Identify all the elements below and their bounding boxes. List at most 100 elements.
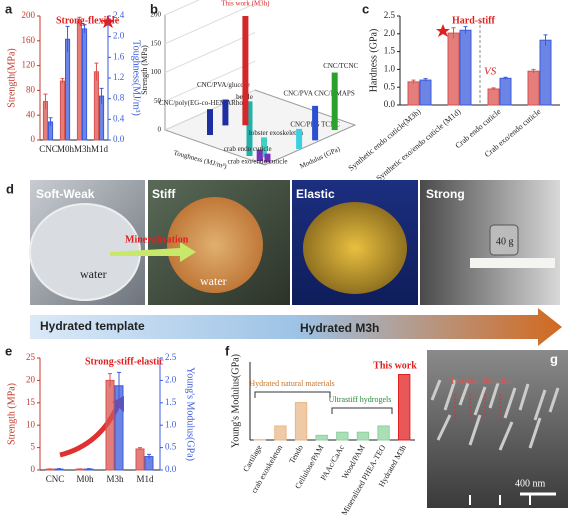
- error-bar: [543, 34, 548, 46]
- error-bar: [463, 26, 468, 34]
- annotation: Hydrated natural materials: [249, 379, 334, 388]
- bar: [105, 379, 115, 471]
- bar: [539, 39, 552, 106]
- z-tick-label: 100: [151, 68, 162, 76]
- z-tick-label: 50: [154, 97, 162, 105]
- error-bar: [138, 447, 142, 451]
- panel-g: g Tension direction 400 nm: [427, 350, 568, 508]
- bar: [407, 81, 420, 106]
- y-tick-label: 160: [22, 35, 36, 45]
- bar: [261, 137, 267, 158]
- y-tick-label: 0: [31, 464, 36, 474]
- panel-label: g: [550, 351, 558, 366]
- point-label: CNC/TCNC: [323, 62, 358, 70]
- note: water: [80, 267, 107, 281]
- note: 40 g: [496, 236, 514, 247]
- annotation: Hard-stiff: [452, 15, 495, 26]
- bar: [315, 434, 328, 441]
- sem-image: [427, 350, 568, 508]
- bar: [296, 128, 303, 150]
- grid-line: [164, 3, 256, 45]
- annotation: This work: [373, 360, 417, 371]
- z-tick-label: 150: [151, 39, 162, 47]
- y-tick-label: 2.5: [384, 10, 396, 20]
- bar: [356, 431, 370, 441]
- stage-label: Hydrated template: [40, 319, 145, 333]
- error-bar: [531, 68, 536, 73]
- stage-label: Hydrated M3h: [300, 321, 379, 335]
- x-tick-label: M0h: [57, 144, 75, 154]
- arrow: [110, 242, 196, 262]
- error-bar: [117, 371, 121, 400]
- error-bar: [94, 62, 99, 81]
- strip: [470, 258, 555, 268]
- bar: [82, 28, 88, 141]
- error-bar: [60, 78, 65, 84]
- bar: [59, 80, 66, 141]
- z-axis-label: Strength (MPa): [140, 45, 149, 95]
- y-axis-label: Strength(MPa): [6, 48, 17, 107]
- error-bar: [423, 78, 428, 82]
- texture: [430, 379, 560, 451]
- bar: [76, 20, 83, 141]
- y-tick-label: 20: [26, 374, 36, 384]
- error-bar: [82, 24, 87, 34]
- y-tick-label: 25: [26, 352, 36, 362]
- point-label: CNC/poly(EG-co-HEMARho): [159, 99, 246, 107]
- note: Mineralization: [125, 234, 189, 245]
- bar: [274, 425, 287, 441]
- divider-label: VS: [484, 66, 497, 78]
- y-tick-label: 1.5: [384, 46, 396, 56]
- bar: [336, 431, 349, 441]
- caption: Strong: [426, 187, 465, 201]
- panel-d: d Soft-Weak Stiff Elastic Strong water w…: [6, 180, 562, 346]
- annotation: Tension direction: [450, 376, 513, 386]
- caption: Stiff: [152, 187, 176, 201]
- bar: [447, 32, 460, 106]
- grid-line: [164, 60, 256, 102]
- y-axis-label: Modulus (GPa): [298, 145, 341, 171]
- point-label: CNC/PVA CNC/DMAPS: [283, 89, 354, 97]
- error-bar: [451, 27, 456, 39]
- x-tick-label: CNC: [46, 474, 65, 484]
- bar: [487, 88, 500, 106]
- y2-tick-label: 2.0: [165, 374, 177, 384]
- point-label: crab endo cuticle: [224, 145, 272, 153]
- y-tick-label: 5: [31, 442, 36, 452]
- film: [303, 202, 407, 294]
- x-tick-label: M0h: [76, 474, 94, 484]
- error-bar: [108, 373, 112, 388]
- x-tick-label: M1d: [91, 144, 109, 154]
- y-tick-label: 0: [31, 134, 36, 144]
- error-bar: [43, 93, 48, 109]
- arrows: [469, 495, 531, 505]
- error-bar: [99, 87, 104, 104]
- error-bar: [147, 453, 151, 459]
- x-axis-label: Toughness (MJ/m³): [173, 149, 229, 171]
- annotation: Strong-flexible: [56, 15, 120, 26]
- y-tick-label: 80: [26, 84, 36, 94]
- y2-tick-label: 0.8: [113, 93, 125, 103]
- bar: [331, 72, 338, 131]
- panel-label: e: [5, 343, 12, 358]
- bar: [65, 38, 71, 141]
- bar: [242, 16, 249, 126]
- error-bar: [77, 16, 82, 25]
- annotation: Strong-stiff-elastic: [85, 356, 164, 367]
- y-tick-label: 0.0: [384, 99, 396, 109]
- y2-tick-label: 1.5: [165, 397, 177, 407]
- y2-tick-label: 0.0: [165, 464, 177, 474]
- error-bar: [87, 468, 91, 470]
- y-tick-label: 40: [26, 109, 36, 119]
- bar: [222, 99, 229, 126]
- tension-arrows: [454, 392, 501, 420]
- error-bar: [48, 117, 53, 127]
- y-axis-label: Young's Modulus(GPa): [230, 354, 241, 448]
- y2-tick-label: 0.4: [113, 113, 125, 123]
- caption: Soft-Weak: [36, 187, 95, 201]
- y-tick-label: 10: [26, 419, 36, 429]
- point-label: lobster exoskeleton: [249, 129, 304, 137]
- grid-line: [164, 32, 256, 73]
- point-label: crab exo/endo cuticle: [228, 157, 288, 165]
